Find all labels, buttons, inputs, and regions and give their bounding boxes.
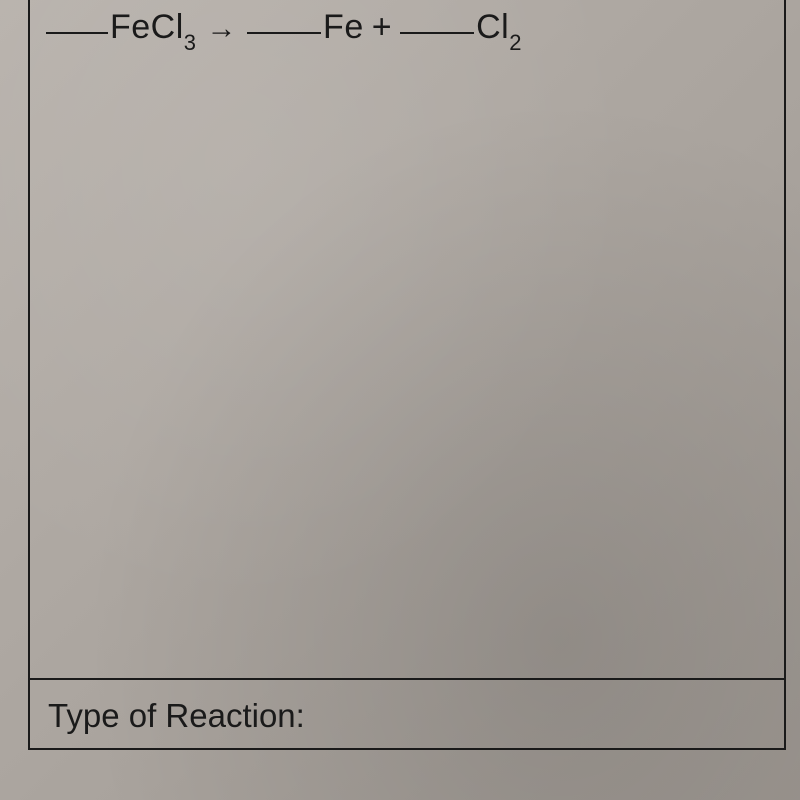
chemical-equation: FeCl3 → Fe + Cl2 [46,8,522,52]
product2-formula: Cl2 [476,8,522,52]
product2-text: Cl [476,8,509,46]
coefficient-blank-2[interactable] [247,30,321,34]
reaction-type-label: Type of Reaction: [48,697,305,735]
product2-subscript: 2 [509,30,522,55]
reaction-arrow: → [207,12,238,46]
product1-formula: Fe [323,8,364,47]
equation-work-box [28,0,786,680]
coefficient-blank-3[interactable] [400,30,474,34]
reactant-subscript: 3 [184,30,197,55]
worksheet-page: FeCl3 → Fe + Cl2 Type of Reaction: [0,0,800,800]
plus-sign: + [372,8,392,47]
reactant-formula: FeCl3 [110,8,197,52]
coefficient-blank-1[interactable] [46,30,108,34]
reactant-text: FeCl [110,8,184,46]
